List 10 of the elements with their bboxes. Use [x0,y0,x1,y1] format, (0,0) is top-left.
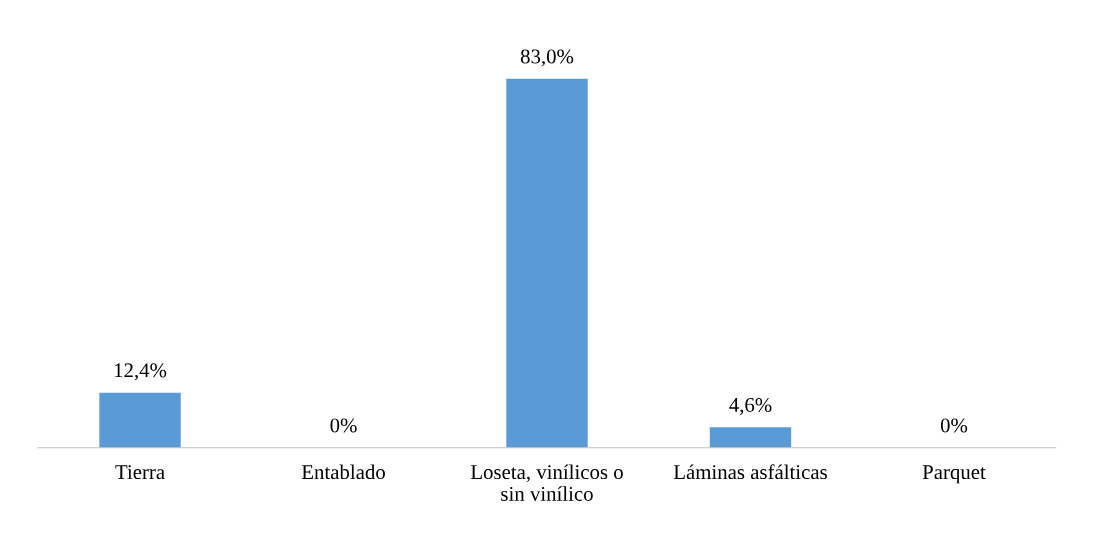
data-label: 4,6% [729,397,772,415]
x-tick-label: Entablado [301,464,385,480]
data-label: 0% [330,418,357,433]
x-tick-label: Láminas asfálticas [673,464,827,480]
x-tick-label: Tierra [115,465,165,480]
x-tick-label: Loseta, vinílicos o sin vinílico [470,464,623,501]
x-tick-label: Parquet [922,465,986,484]
data-label: 12,4% [114,363,167,381]
data-label: 0% [940,418,968,433]
data-label: 83,0% [520,49,574,67]
